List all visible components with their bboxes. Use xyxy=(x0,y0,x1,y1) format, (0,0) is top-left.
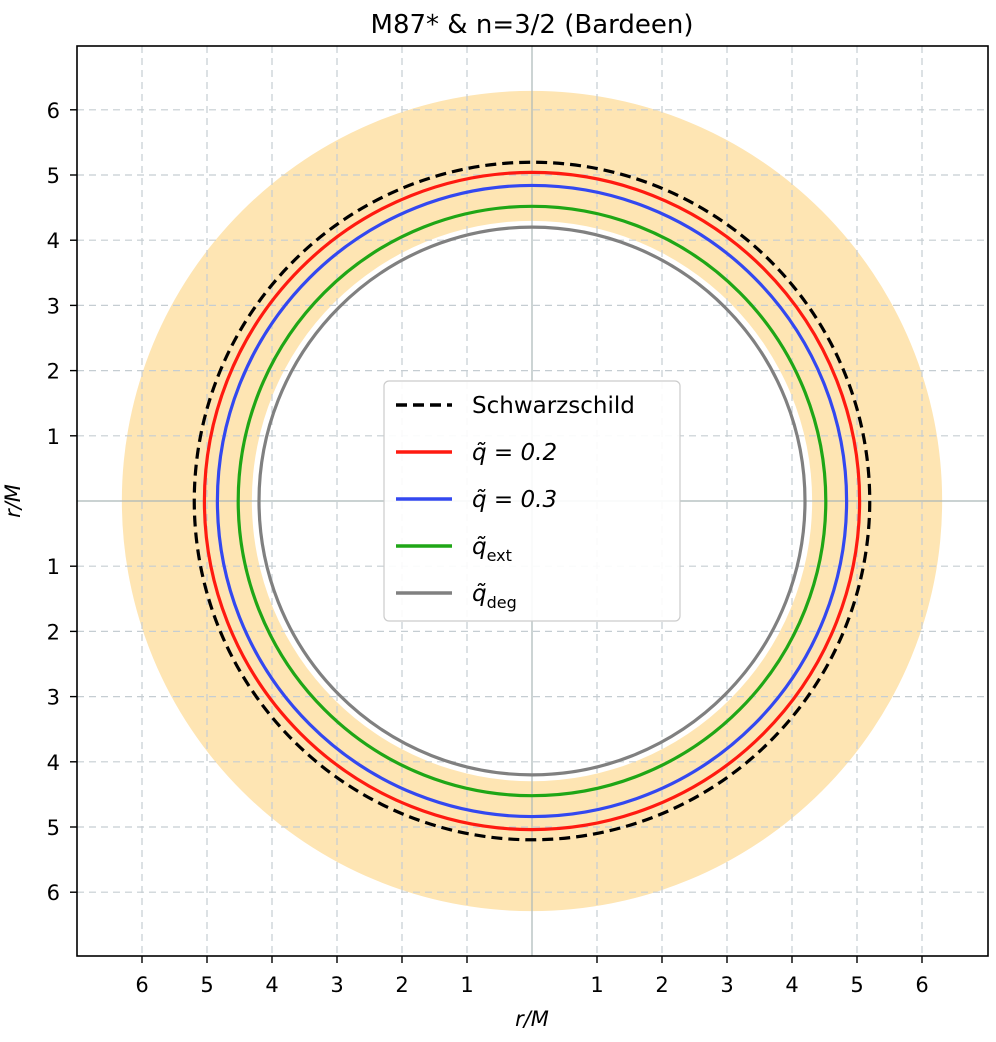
series-curve-0 xyxy=(192,160,872,842)
x-axis-label: r/M xyxy=(515,1007,549,1031)
y-tick-label: 6 xyxy=(47,99,60,123)
plot-area xyxy=(77,46,988,956)
x-tick-label: 3 xyxy=(330,973,343,997)
x-tick-label: 4 xyxy=(785,973,798,997)
y-tick-label: 4 xyxy=(47,229,60,253)
legend-label-1: q̃ = 0.2 xyxy=(472,440,557,466)
legend-label-0: Schwarzschild xyxy=(472,393,635,419)
y-tick-label: 2 xyxy=(47,620,60,644)
y-tick-label: 3 xyxy=(47,294,60,318)
y-tick-label: 1 xyxy=(47,555,60,579)
y-axis-label: r/M xyxy=(1,484,25,518)
x-tick-label: 1 xyxy=(460,973,473,997)
x-tick-label: 2 xyxy=(395,973,408,997)
x-tick-label: 2 xyxy=(655,973,668,997)
x-tick-label: 6 xyxy=(915,973,928,997)
y-tick-label: 1 xyxy=(47,425,60,449)
y-tick-label: 3 xyxy=(47,686,60,710)
x-tick-label: 5 xyxy=(200,973,213,997)
y-tick-label: 2 xyxy=(47,360,60,384)
legend-box xyxy=(383,380,681,622)
plot-frame xyxy=(76,45,989,957)
y-tick-label: 4 xyxy=(47,751,60,775)
x-tick-label: 6 xyxy=(135,973,148,997)
y-tick-label: 6 xyxy=(47,881,60,905)
axis-ticks: 6 5 4 3 2 1 1 2 3 4 5 6 6 5 4 3 2 1 1 2 3 4 5 6 xyxy=(47,99,929,997)
legend-label-2: q̃ = 0.3 xyxy=(472,487,557,513)
series-curve-2 xyxy=(215,183,849,819)
x-tick-label: 5 xyxy=(850,973,863,997)
x-tick-label: 3 xyxy=(720,973,733,997)
x-tick-label: 1 xyxy=(590,973,603,997)
chart-title: M87* & n=3/2 (Bardeen) xyxy=(371,10,694,40)
grid xyxy=(77,46,988,956)
series-curve-1 xyxy=(202,170,862,832)
y-tick-label: 5 xyxy=(47,164,60,188)
x-tick-label: 4 xyxy=(265,973,278,997)
series-curve-4 xyxy=(257,225,807,777)
y-tick-label: 5 xyxy=(47,816,60,840)
shaded-band xyxy=(121,90,943,912)
series-curve-3 xyxy=(236,204,828,798)
